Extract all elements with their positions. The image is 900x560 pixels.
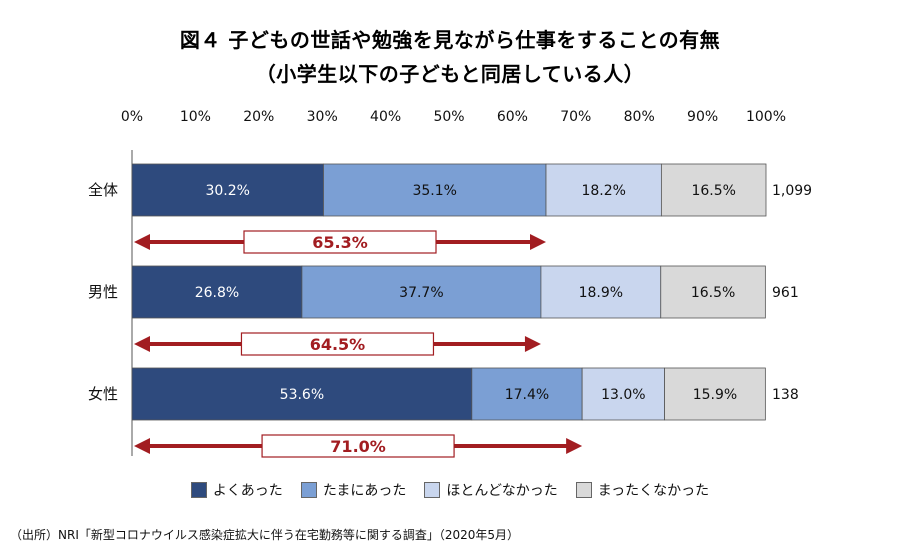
x-tick-label: 20% <box>243 109 274 125</box>
x-tick-label: 90% <box>687 109 718 125</box>
summary-label-box <box>243 230 437 254</box>
x-tick-label: 40% <box>370 109 401 125</box>
category-label: 全体 <box>88 181 118 199</box>
bar-segment <box>301 265 542 319</box>
legend-label: ほとんどなかった <box>446 483 558 499</box>
bar-segment <box>660 265 766 319</box>
data-label: 16.5% <box>691 285 735 301</box>
legend-swatch <box>575 482 592 498</box>
bar-segment <box>664 367 766 421</box>
summary-arrowhead-left <box>134 336 150 352</box>
stacked-bar-chart: 0% 10% 20% 30% 40% 50% 60% 70% 80% 90% 100% 全体 30.2%… <box>88 109 812 458</box>
bar-segment <box>131 367 473 421</box>
legend-item: まったくなかった <box>575 480 710 500</box>
x-tick-label: 30% <box>307 109 338 125</box>
x-tick-label: 0% <box>121 109 143 125</box>
summary-label: 65.3% <box>312 233 368 252</box>
legend-swatch <box>190 482 207 498</box>
summary-label-box <box>261 434 455 458</box>
x-tick-label: 60% <box>497 109 528 125</box>
data-label: 26.8% <box>195 285 239 301</box>
data-label: 13.0% <box>601 387 645 403</box>
summary-arrowhead-left <box>134 438 150 454</box>
summary-arrowhead-right <box>566 438 583 454</box>
bar-segment <box>131 265 303 319</box>
chart-title-line2: （小学生以下の子どもと同居している人） <box>255 62 645 86</box>
source-note: （出所）NRI「新型コロナウイルス感染症拡大に伴う在宅勤務等に関する調査」（20… <box>10 528 520 542</box>
x-tick-label: 10% <box>180 109 211 125</box>
legend-item: たまにあった <box>300 480 407 500</box>
data-label: 37.7% <box>399 285 443 301</box>
bar-segment <box>581 367 665 421</box>
data-label: 16.5% <box>691 183 735 199</box>
legend-swatch <box>424 482 441 498</box>
summary-arrowhead-left <box>134 234 150 250</box>
bar-segment <box>471 367 583 421</box>
sample-size-label: 961 <box>772 285 799 301</box>
legend-label: たまにあった <box>322 483 407 499</box>
summary-label: 71.0% <box>330 437 386 456</box>
bar-segment <box>660 163 767 217</box>
legend: よくあった たまにあった ほとんどなかった まったくなかった <box>0 480 900 500</box>
x-tick-label: 80% <box>624 109 655 125</box>
data-label: 18.2% <box>581 183 625 199</box>
legend-label: まったくなかった <box>597 483 710 499</box>
bar-segment <box>540 265 662 319</box>
summary-label: 64.5% <box>310 335 366 354</box>
data-label: 15.9% <box>693 387 737 403</box>
legend-label: よくあった <box>212 483 283 499</box>
bar-segment <box>131 163 324 217</box>
bar-segment <box>323 163 547 217</box>
legend-swatch <box>300 482 317 498</box>
x-tick-label: 50% <box>433 109 464 125</box>
summary-arrowhead-right <box>530 234 547 250</box>
sample-size-label: 1,099 <box>772 183 812 199</box>
legend-item: ほとんどなかった <box>424 480 558 500</box>
sample-size-label: 138 <box>772 387 799 403</box>
x-tick-label: 70% <box>560 109 591 125</box>
data-label: 30.2% <box>205 183 249 199</box>
chart-title-line1: 図４ 子どもの世話や勉強を見ながら仕事をすることの有無 <box>179 28 721 52</box>
data-label: 35.1% <box>412 183 456 199</box>
category-label: 女性 <box>88 385 118 403</box>
bar-segment <box>545 163 662 217</box>
summary-label-box <box>240 332 435 356</box>
x-tick-label: 100% <box>746 109 786 125</box>
data-label: 17.4% <box>505 387 549 403</box>
legend-item: よくあった <box>190 480 283 500</box>
summary-arrowhead-right <box>524 336 541 352</box>
data-label: 18.9% <box>579 285 623 301</box>
category-label: 男性 <box>88 283 118 301</box>
data-label: 53.6% <box>280 387 324 403</box>
